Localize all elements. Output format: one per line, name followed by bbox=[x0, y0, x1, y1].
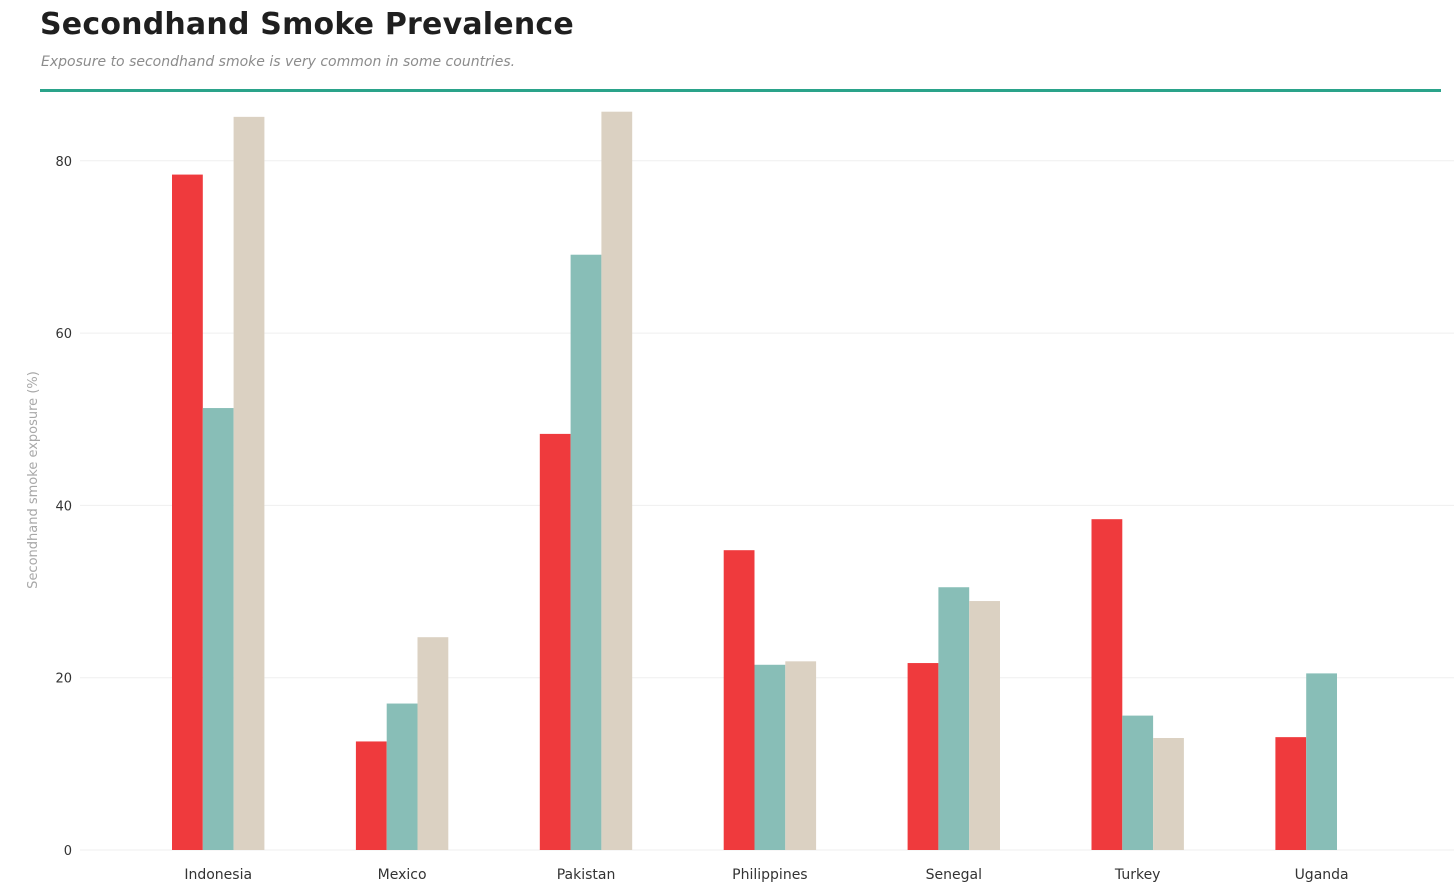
x-tick-label-senegal: Senegal bbox=[926, 867, 982, 883]
x-tick-label-mexico: Mexico bbox=[378, 867, 427, 883]
chart-subtitle: Exposure to secondhand smoke is very com… bbox=[41, 54, 516, 70]
bar-turkey-series-2 bbox=[1122, 715, 1154, 850]
y-tick-label: 80 bbox=[55, 155, 72, 170]
bar-philippines-series-1 bbox=[723, 550, 755, 850]
x-tick-label-uganda: Uganda bbox=[1295, 867, 1349, 883]
bar-mexico-series-3 bbox=[417, 637, 449, 850]
bar-senegal-series-1 bbox=[907, 663, 939, 850]
x-tick-label-philippines: Philippines bbox=[732, 867, 807, 883]
x-tick-label-indonesia: Indonesia bbox=[184, 867, 252, 883]
chart-title: Secondhand Smoke Prevalence bbox=[40, 7, 574, 42]
bar-mexico-series-2 bbox=[386, 703, 418, 850]
bar-senegal-series-2 bbox=[938, 587, 970, 850]
bar-philippines-series-3 bbox=[785, 661, 817, 850]
bar-philippines-series-2 bbox=[754, 664, 786, 850]
bar-indonesia-series-1 bbox=[172, 174, 203, 851]
x-tick-label-pakistan: Pakistan bbox=[557, 867, 616, 883]
bar-pakistan-series-3 bbox=[601, 111, 633, 850]
y-tick-label: 40 bbox=[55, 499, 72, 514]
y-tick-label: 0 bbox=[64, 844, 72, 859]
x-tick-label-turkey: Turkey bbox=[1114, 867, 1161, 883]
bar-senegal-series-3 bbox=[969, 601, 1000, 850]
header-divider bbox=[40, 89, 1441, 92]
bar-indonesia-series-2 bbox=[202, 408, 234, 850]
bar-turkey-series-1 bbox=[1091, 519, 1123, 850]
y-tick-label: 20 bbox=[55, 672, 72, 687]
bar-uganda-series-1 bbox=[1275, 737, 1307, 850]
y-axis-title: Secondhand smoke exposure (%) bbox=[26, 371, 41, 589]
bar-mexico-series-1 bbox=[355, 741, 387, 850]
y-axis-ticks: 0 20 40 60 80 bbox=[55, 155, 72, 859]
x-axis-labels: Indonesia Mexico Pakistan Philippines Senega… bbox=[184, 867, 1348, 883]
bars bbox=[172, 111, 1337, 851]
bar-indonesia-series-3 bbox=[233, 116, 265, 850]
bar-uganda-series-2 bbox=[1306, 673, 1337, 850]
bar-pakistan-series-2 bbox=[570, 254, 602, 851]
y-tick-label: 60 bbox=[55, 327, 72, 342]
bar-pakistan-series-1 bbox=[539, 433, 571, 850]
bar-turkey-series-3 bbox=[1153, 738, 1184, 850]
